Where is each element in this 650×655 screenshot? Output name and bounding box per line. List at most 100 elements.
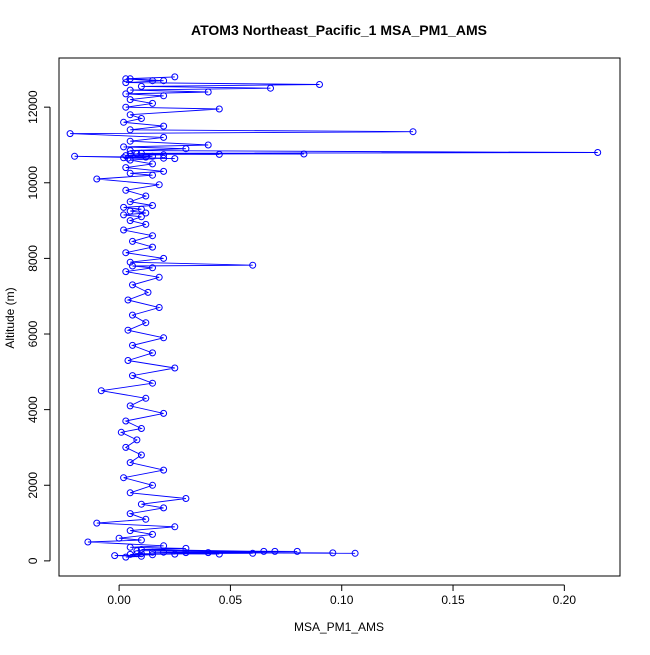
data-point	[300, 150, 308, 158]
data-point	[126, 402, 134, 410]
data-point	[137, 115, 145, 122]
data-point	[594, 149, 602, 156]
y-tick-label: 2000	[26, 472, 40, 499]
data-point	[137, 213, 145, 221]
data-point	[160, 409, 168, 417]
data-point	[122, 443, 130, 451]
data-point	[122, 417, 130, 425]
data-point	[137, 546, 145, 553]
data-point	[160, 151, 168, 159]
data-point	[93, 175, 101, 183]
data-point	[120, 154, 128, 162]
data-point	[133, 436, 141, 444]
data-point	[126, 198, 134, 206]
y-tick-label: 8000	[26, 245, 40, 272]
data-point	[126, 150, 134, 158]
data-point	[215, 105, 223, 113]
data-point	[160, 122, 168, 130]
data-point	[84, 538, 92, 546]
data-point	[171, 73, 179, 81]
plot-area	[66, 73, 602, 561]
data-point	[182, 544, 190, 552]
data-point	[149, 548, 156, 556]
data-point	[126, 550, 134, 558]
data-point	[182, 495, 190, 502]
data-point	[171, 364, 179, 372]
data-point	[293, 547, 301, 555]
data-point	[144, 288, 152, 296]
data-point	[120, 118, 128, 126]
data-point	[122, 164, 130, 172]
data-point	[160, 542, 168, 550]
x-tick-label: 0.05	[219, 593, 243, 607]
x-tick-label: 0.20	[553, 593, 577, 607]
data-point	[329, 549, 337, 557]
data-point	[160, 77, 168, 85]
data-point	[71, 152, 79, 160]
data-point	[129, 341, 136, 349]
data-point	[122, 186, 130, 194]
data-point	[204, 141, 212, 149]
data-point	[142, 220, 150, 228]
data-point	[120, 211, 128, 219]
data-point	[267, 84, 274, 92]
data-point	[149, 481, 156, 489]
data-point	[171, 155, 179, 163]
data-point	[126, 459, 134, 467]
data-point	[122, 249, 130, 257]
x-tick-label: 0.10	[330, 593, 354, 607]
data-point	[149, 379, 156, 387]
data-point	[155, 304, 163, 311]
data-point	[120, 226, 128, 234]
data-point	[249, 549, 257, 557]
data-point	[215, 150, 223, 158]
y-tick-label: 10000	[26, 166, 40, 200]
data-point	[93, 519, 101, 527]
data-point	[126, 489, 134, 497]
data-point	[149, 77, 156, 85]
data-point	[137, 451, 145, 459]
data-point	[142, 192, 150, 200]
data-point	[260, 547, 268, 555]
data-point	[137, 536, 145, 544]
plot-frame	[58, 57, 621, 577]
data-point	[215, 550, 223, 558]
data-point	[142, 515, 150, 523]
data-point	[409, 128, 417, 136]
data-point	[160, 167, 168, 175]
data-point	[171, 523, 179, 531]
data-point	[66, 130, 74, 138]
data-point	[171, 550, 179, 558]
data-point	[126, 86, 134, 94]
y-tick-label: 6000	[26, 320, 40, 347]
data-point	[149, 551, 156, 559]
data-point	[133, 547, 141, 555]
data-point	[142, 319, 150, 327]
data-point	[129, 262, 136, 270]
data-point	[149, 152, 156, 160]
data-point	[155, 181, 163, 189]
data-point	[126, 258, 134, 266]
data-point	[160, 334, 168, 342]
data-point	[155, 273, 163, 281]
data-point	[149, 264, 156, 272]
data-point	[124, 296, 132, 304]
data-point	[122, 75, 130, 83]
data-point	[126, 169, 134, 177]
data-point	[249, 261, 257, 269]
data-point	[111, 552, 119, 560]
data-point	[160, 92, 168, 100]
x-axis: 0.00 0.05 0.10 0.15 0.20	[107, 584, 577, 607]
data-point	[149, 202, 156, 209]
data-point	[160, 504, 168, 512]
x-tick-label: 0.15	[441, 593, 465, 607]
data-point	[120, 143, 128, 151]
data-point	[182, 145, 190, 153]
data-point	[137, 425, 145, 432]
data-point	[126, 137, 134, 145]
data-point	[129, 372, 136, 380]
data-point	[204, 549, 212, 557]
data-point	[182, 549, 190, 557]
data-point	[122, 268, 130, 276]
